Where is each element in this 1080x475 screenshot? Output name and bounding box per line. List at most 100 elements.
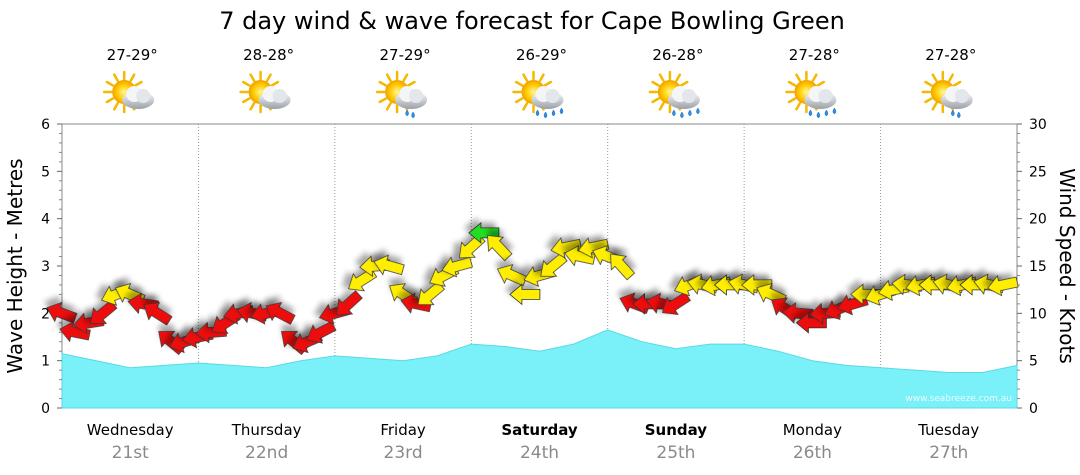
sun-ray <box>129 73 136 82</box>
wind-arrow-shape <box>143 302 173 326</box>
y-label-left: Wave Height - Metres <box>3 158 27 373</box>
rain-drop <box>543 111 548 119</box>
wind-arrow-shape <box>336 290 363 316</box>
sun-ray <box>242 97 251 104</box>
sun-ray <box>924 97 933 104</box>
temp-range-label: 27-29° <box>380 46 431 64</box>
day-name-label: Thursday <box>231 421 302 439</box>
sun-ray <box>402 73 409 82</box>
sun-ray <box>514 80 524 87</box>
sun-ray <box>787 97 797 104</box>
sun-ray <box>948 73 955 82</box>
day-date-label: 22nd <box>245 443 288 463</box>
y-label-right: Wind Speed - Knots <box>1055 168 1079 364</box>
cloud-puff <box>954 89 969 103</box>
weather-row: 27-29° 28-28° 27-29° 26-29° 26-28° 27-28° 27-2… <box>102 46 976 119</box>
right-tick-label: 30 <box>1029 117 1047 133</box>
wind-arrow-shape <box>577 237 610 259</box>
right-tick-label: 10 <box>1029 306 1047 322</box>
sun-ray <box>658 73 665 82</box>
rain-drop <box>559 107 564 115</box>
wind-arrow-shape <box>509 283 541 306</box>
left-tick-label: 6 <box>41 117 50 133</box>
sun-ray <box>651 97 660 104</box>
right-tick-label: 5 <box>1029 354 1038 370</box>
left-axis: 0 1 2 3 4 5 6 <box>41 117 62 417</box>
sun-ray <box>931 102 938 111</box>
day-name-label: Wednesday <box>87 421 174 439</box>
rain-icon <box>785 70 837 119</box>
left-tick-label: 2 <box>41 306 50 322</box>
cloud-puff <box>818 89 833 103</box>
sun-ray <box>385 102 392 111</box>
right-tick-label: 25 <box>1029 164 1047 180</box>
right-tick-label: 0 <box>1029 401 1038 417</box>
temp-range-label: 26-28° <box>652 46 703 64</box>
wind-arrow-shape <box>46 301 78 324</box>
day-date-label: 21st <box>112 443 149 463</box>
wind-arrow <box>46 301 78 324</box>
partly-cloudy-icon <box>102 70 155 114</box>
wind-arrow-shape <box>441 256 473 278</box>
wind-arrow <box>441 256 473 278</box>
rain-drop <box>696 107 700 115</box>
sun-ray <box>407 80 416 87</box>
rain-drop <box>411 111 415 119</box>
day-date-label: 27th <box>929 443 968 463</box>
wind-arrow-shape <box>987 275 1019 297</box>
left-tick-label: 4 <box>41 212 50 228</box>
sun-ray <box>112 73 119 82</box>
cloud-puff <box>545 89 560 103</box>
wind-arrow-shape <box>265 302 296 325</box>
showers-icon <box>921 70 973 119</box>
day-name-label: Monday <box>783 421 842 439</box>
wave-area <box>61 329 1018 409</box>
wind-arrow <box>497 264 528 287</box>
sun-ray <box>378 97 388 104</box>
wind-arrow <box>143 302 173 326</box>
sun-ray <box>658 102 665 111</box>
wind-arrow-shape <box>497 264 528 287</box>
rain-drop <box>680 111 684 119</box>
cloud-puff <box>409 89 424 103</box>
wind-arrow-shape <box>487 235 513 262</box>
day-name-label: Tuesday <box>917 421 979 439</box>
rain-drop <box>951 109 955 117</box>
cloud-puff <box>681 89 696 103</box>
chart-title: 7 day wind & wave forecast for Cape Bowl… <box>219 7 845 35</box>
wind-arrow-shape <box>306 320 337 344</box>
sun-ray <box>522 102 529 111</box>
wind-arrow <box>564 245 596 267</box>
partly-cloudy-icon <box>239 70 291 114</box>
wind-arrow <box>509 283 541 306</box>
rain-drop <box>824 109 829 117</box>
left-tick-label: 0 <box>41 401 50 417</box>
sun-ray <box>522 73 529 82</box>
wind-arrow-shape <box>610 253 636 281</box>
right-axis: 0 5 10 15 20 25 30 <box>1017 117 1047 417</box>
temp-range-label: 27-28° <box>789 46 840 64</box>
rain-drop <box>816 111 821 119</box>
sun-ray <box>242 80 251 87</box>
temp-range-label: 27-28° <box>925 46 976 64</box>
rain-icon <box>512 70 564 119</box>
wind-arrow <box>610 253 636 281</box>
sun-ray <box>795 73 802 82</box>
wind-arrow <box>487 235 513 262</box>
wind-arrow <box>306 320 337 344</box>
temp-range-label: 28-28° <box>243 46 294 64</box>
wind-arrow <box>265 302 296 325</box>
sun-ray <box>931 73 938 82</box>
wind-arrow-shape <box>550 237 582 259</box>
sun-ray <box>105 97 115 104</box>
cloud-puff <box>272 89 287 103</box>
wind-arrow <box>540 252 568 277</box>
rain-icon <box>648 70 700 119</box>
sun-ray <box>924 80 933 87</box>
rain-drop <box>405 109 409 117</box>
wind-arrow <box>59 320 91 343</box>
wind-arrow-shape <box>373 254 405 276</box>
temp-range-label: 26-29° <box>516 46 567 64</box>
wave-height-area <box>61 329 1018 409</box>
